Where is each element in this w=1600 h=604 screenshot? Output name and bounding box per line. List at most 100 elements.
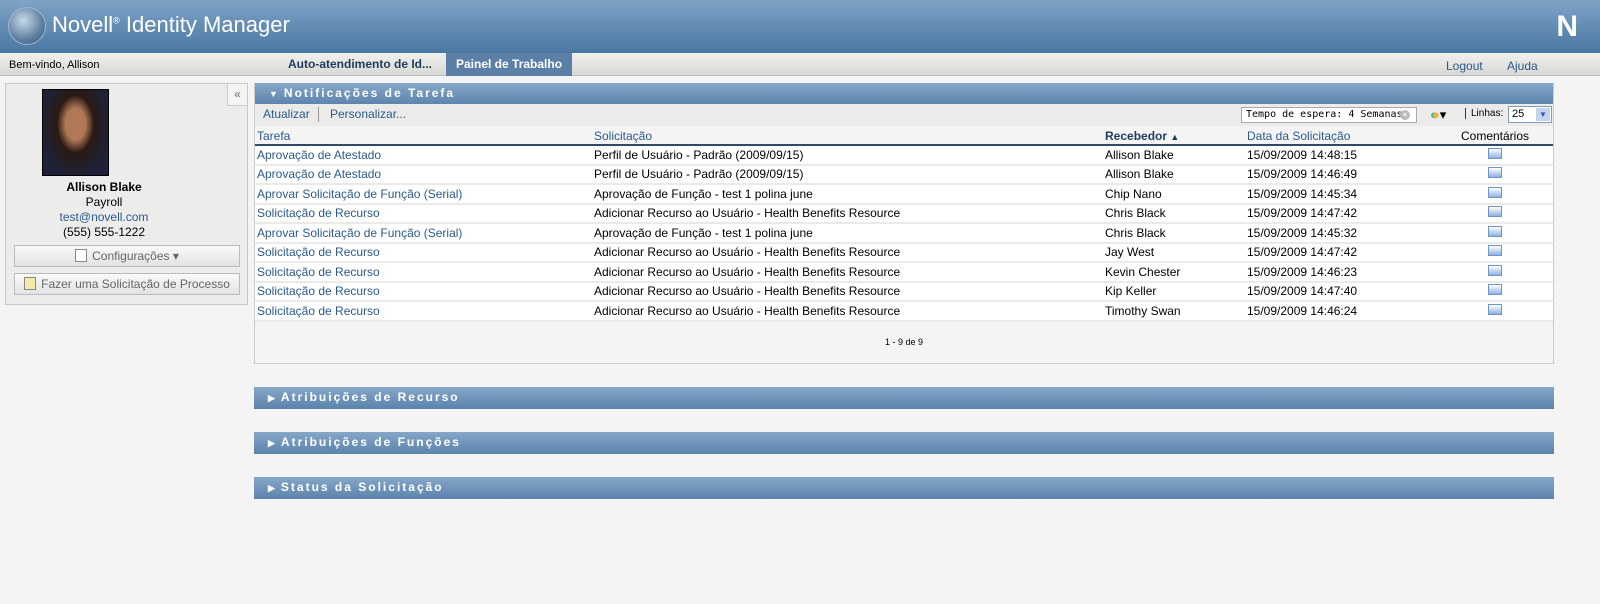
section-title: Status da Solicitação [280,480,444,494]
checklist-icon [75,249,88,262]
task-link[interactable]: Solicitação de Recurso [255,203,592,224]
task-notifications-header[interactable]: ▼ Notificações de Tarefa [255,83,1553,105]
column-request[interactable]: Solicitação [592,127,1103,146]
user-photo [42,89,109,176]
recipient-cell: Allison Blake [1103,164,1245,185]
task-link[interactable]: Solicitação de Recurso [255,281,592,302]
collapsed-triangle-icon: ▶ [268,393,275,403]
tab-work-dashboard[interactable]: Painel de Trabalho [446,53,573,76]
panel-title: Notificações de Tarefa [283,86,456,100]
table-row[interactable]: Aprovar Solicitação de Função (Serial) Ap… [255,184,1553,205]
date-cell: 15/09/2009 14:46:23 [1245,262,1435,283]
refresh-link[interactable]: Atualizar [263,107,310,121]
recipient-cell: Kip Keller [1103,281,1245,302]
expanded-triangle-icon: ▼ [269,89,278,99]
table-row[interactable]: Solicitação de Recurso Adicionar Recurso … [255,262,1553,283]
comment-icon[interactable] [1488,284,1502,296]
comment-icon[interactable] [1488,206,1502,218]
user-department: Payroll [85,195,123,209]
comments-cell [1435,164,1553,185]
task-link[interactable]: Aprovar Solicitação de Função (Serial) [255,184,592,205]
task-link[interactable]: Aprovar Solicitação de Função (Serial) [255,223,592,244]
date-cell: 15/09/2009 14:45:32 [1245,223,1435,244]
request-cell: Aprovação de Função - test 1 polina june [592,223,1103,244]
table-row[interactable]: Solicitação de Recurso Adicionar Recurso … [255,301,1553,322]
nav-bar: Bem-vindo, Allison Auto-atendimento de I… [0,53,1600,76]
process-request-label: Fazer uma Solicitação de Processo [41,277,230,291]
task-link[interactable]: Aprovação de Atestado [255,164,592,185]
recipient-cell: Chip Nano [1103,184,1245,205]
pagination-text: 1 - 9 de 9 [884,337,924,347]
comment-icon[interactable] [1488,303,1502,315]
task-table: Tarefa Solicitação Recebedor ▲ Data da S… [255,127,1553,322]
comment-icon[interactable] [1488,147,1502,159]
view-options-icon[interactable]: ●●▾ [1430,107,1447,122]
task-toolbar: Atualizar Personalizar... Tempo de esper… [255,104,1553,126]
request-cell: Adicionar Recurso ao Usuário - Health Be… [592,301,1103,322]
collapse-panel-icon[interactable]: « [227,84,247,106]
table-row[interactable]: Aprovação de Atestado Perfil de Usuário -… [255,145,1553,166]
comment-icon[interactable] [1488,264,1502,276]
comments-cell [1435,281,1553,302]
task-notifications-panel: ▼ Notificações de Tarefa Atualizar Person… [254,83,1554,364]
notepad-icon [24,277,37,290]
user-email-link[interactable]: test@novell.com [59,210,149,224]
rows-label: Linhas: [1465,108,1503,119]
section-title: Atribuições de Recurso [280,390,460,404]
comments-cell [1435,301,1553,322]
section-request-status[interactable]: ▶ Status da Solicitação [254,477,1554,500]
comments-cell [1435,145,1553,166]
task-link[interactable]: Solicitação de Recurso [255,242,592,263]
table-row[interactable]: Solicitação de Recurso Adicionar Recurso … [255,242,1553,263]
request-cell: Adicionar Recurso ao Usuário - Health Be… [592,203,1103,224]
recipient-cell: Allison Blake [1103,145,1245,166]
recipient-cell: Kevin Chester [1103,262,1245,283]
request-cell: Adicionar Recurso ao Usuário - Health Be… [592,242,1103,263]
comments-cell [1435,242,1553,263]
app-header: Novell® Identity Manager N [0,0,1600,53]
request-cell: Adicionar Recurso ao Usuário - Health Be… [592,262,1103,283]
section-role-assignments[interactable]: ▶ Atribuições de Funções [254,432,1554,455]
process-request-button[interactable]: Fazer uma Solicitação de Processo [14,273,240,295]
recipient-cell: Chris Black [1103,223,1245,244]
table-row[interactable]: Solicitação de Recurso Adicionar Recurso … [255,203,1553,224]
tab-self-service[interactable]: Auto-atendimento de Id... [288,57,432,71]
rows-per-page-select[interactable]: 25 ▼ [1508,106,1552,123]
logout-link[interactable]: Logout [1446,59,1483,73]
comment-icon[interactable] [1488,186,1502,198]
settings-button[interactable]: Configurações ▾ [14,245,240,267]
filter-text: Tempo de espera: 4 Semanas [1246,109,1403,120]
customize-link[interactable]: Personalizar... [330,107,407,121]
task-link[interactable]: Solicitação de Recurso [255,301,592,322]
column-task[interactable]: Tarefa [255,127,592,146]
clear-filter-icon[interactable]: × [1400,110,1410,120]
help-link[interactable]: Ajuda [1507,59,1538,73]
table-row[interactable]: Solicitação de Recurso Adicionar Recurso … [255,281,1553,302]
section-resource-assignments[interactable]: ▶ Atribuições de Recurso [254,387,1554,410]
recipient-cell: Jay West [1103,242,1245,263]
filter-field[interactable]: Tempo de espera: 4 Semanas × [1241,107,1417,123]
column-comments: Comentários [1435,127,1553,146]
comment-icon[interactable] [1488,245,1502,257]
comment-icon[interactable] [1488,167,1502,179]
task-link[interactable]: Aprovação de Atestado [255,145,592,166]
column-request-date[interactable]: Data da Solicitação [1245,127,1435,146]
user-name: Allison Blake [66,180,142,194]
recipient-cell: Timothy Swan [1103,301,1245,322]
table-row[interactable]: Aprovar Solicitação de Função (Serial) Ap… [255,223,1553,244]
collapsed-triangle-icon: ▶ [268,438,275,448]
table-row[interactable]: Aprovação de Atestado Perfil de Usuário -… [255,164,1553,185]
comment-icon[interactable] [1488,225,1502,237]
user-phone: (555) 555-1222 [62,225,146,239]
date-cell: 15/09/2009 14:46:49 [1245,164,1435,185]
date-cell: 15/09/2009 14:48:15 [1245,145,1435,166]
section-title: Atribuições de Funções [280,435,461,449]
comments-cell [1435,203,1553,224]
column-recipient[interactable]: Recebedor ▲ [1103,127,1245,146]
settings-label: Configurações [92,249,170,263]
sort-ascending-icon: ▲ [1170,131,1180,142]
welcome-text: Bem-vindo, Allison [9,59,100,71]
request-cell: Perfil de Usuário - Padrão (2009/09/15) [592,145,1103,166]
date-cell: 15/09/2009 14:46:24 [1245,301,1435,322]
task-link[interactable]: Solicitação de Recurso [255,262,592,283]
